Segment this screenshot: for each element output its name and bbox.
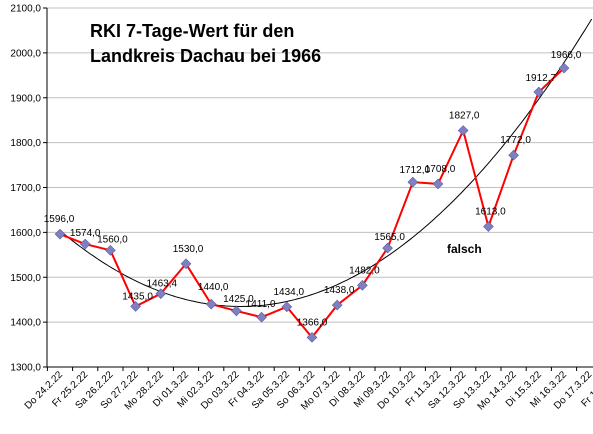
axes — [46, 8, 593, 368]
marker-5 — [180, 258, 192, 270]
marker-1 — [79, 238, 91, 250]
trendline — [59, 18, 593, 307]
data-label-10: 1366,0 — [297, 317, 328, 328]
marker-17 — [483, 221, 494, 232]
data-label-1: 1574,0 — [70, 228, 101, 239]
data-label-8: 1411,0 — [246, 299, 276, 310]
marker-8 — [256, 311, 267, 323]
data-label-2: 1560,0 — [97, 234, 128, 245]
data-label-9: 1434,0 — [274, 287, 305, 298]
marker-3 — [130, 301, 141, 312]
data-label-0: 1596,0 — [44, 214, 75, 225]
data-label-16: 1827,0 — [449, 111, 480, 122]
data-label-19: 1912,7 — [526, 73, 557, 84]
y-axis-ticks: 1300,0 1400,0 1500,0 1600,0 1700,0 1800,0 1900… — [10, 4, 47, 374]
marker-7 — [231, 305, 242, 317]
marker-15 — [432, 178, 444, 190]
data-label-4: 1463,4 — [147, 279, 178, 290]
y-tick-label-2: 1500,0 — [10, 273, 41, 284]
y-tick-label-6: 1900,0 — [10, 93, 41, 104]
data-label-12: 1482,0 — [349, 265, 380, 276]
data-label-20: 1966,0 — [551, 50, 582, 61]
data-label-5: 1530,0 — [173, 244, 204, 255]
chart-title-line-1: RKI 7-Tage-Wert für den — [90, 21, 295, 41]
data-label-18: 1772,0 — [500, 135, 531, 146]
y-tick-label-3: 1600,0 — [10, 228, 41, 239]
data-label-17: 1613,0 — [475, 207, 506, 218]
data-label-15: 1708,0 — [425, 164, 456, 175]
marker-12 — [357, 280, 368, 291]
marker-6 — [205, 298, 217, 310]
marker-9 — [281, 301, 293, 313]
marker-20 — [558, 62, 570, 74]
marker-0 — [54, 228, 66, 240]
marker-18 — [508, 149, 519, 161]
data-label-7: 1425,0 — [223, 294, 254, 305]
y-tick-label-4: 1700,0 — [10, 183, 41, 194]
y-tick-label-0: 1300,0 — [10, 363, 41, 374]
annotation-falsch: falsch — [447, 242, 482, 256]
y-tick-label-7: 2000,0 — [10, 48, 41, 59]
marker-13 — [382, 242, 393, 254]
data-label-13: 1565,0 — [374, 232, 405, 243]
y-tick-label-1: 1400,0 — [10, 318, 41, 329]
data-label-3: 1435,0 — [122, 291, 153, 302]
marker-14 — [407, 176, 419, 188]
marker-16 — [457, 125, 469, 136]
chart-title-line-2: Landkreis Dachau bei 1966 — [90, 46, 322, 66]
marker-2 — [105, 245, 116, 256]
gridlines — [47, 7, 593, 323]
marker-4 — [155, 288, 167, 299]
data-label-11: 1438,0 — [324, 285, 355, 296]
marker-10 — [306, 332, 318, 343]
y-tick-label-8: 2100,0 — [10, 4, 41, 15]
data-markers — [54, 62, 570, 343]
marker-19 — [533, 86, 545, 98]
data-label-14: 1712,0 — [400, 165, 431, 176]
data-label-6: 1440,0 — [198, 282, 229, 293]
y-tick-label-5: 1800,0 — [10, 138, 41, 149]
marker-11 — [331, 299, 343, 311]
